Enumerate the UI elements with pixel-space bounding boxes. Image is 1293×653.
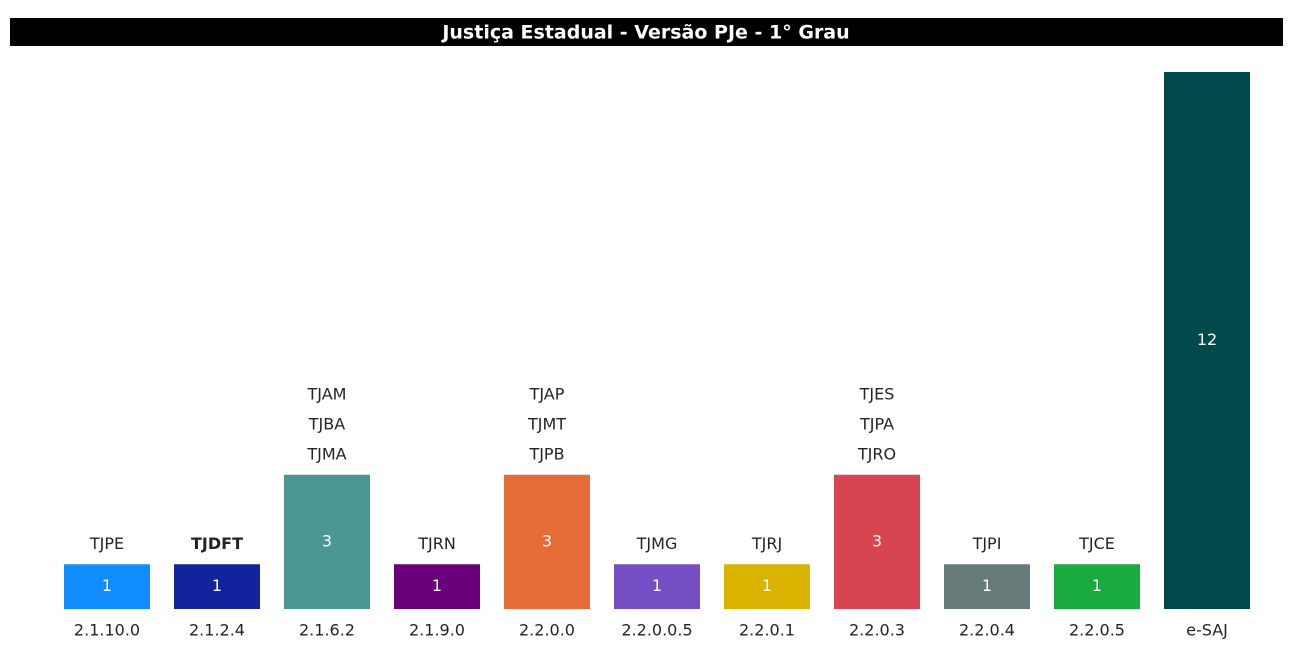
value-label: 1 xyxy=(432,576,442,595)
bar xyxy=(174,564,260,609)
value-label: 1 xyxy=(1092,576,1102,595)
annotation: TJMA xyxy=(306,444,346,463)
x-tick-label: 2.2.0.0 xyxy=(519,621,575,640)
x-tick-label: 2.2.0.1 xyxy=(739,621,795,640)
annotation: TJPA xyxy=(859,414,894,433)
value-label: 3 xyxy=(542,531,552,550)
value-label: 3 xyxy=(872,531,882,550)
annotation: TJRJ xyxy=(751,534,782,553)
annotation: TJMT xyxy=(527,414,566,433)
annotation: TJRO xyxy=(857,444,896,463)
annotation: TJAM xyxy=(307,384,347,403)
value-label: 1 xyxy=(102,576,112,595)
bar xyxy=(284,474,370,609)
annotation: TJES xyxy=(859,384,895,403)
annotation: TJDFT xyxy=(191,534,243,553)
annotation: TJCE xyxy=(1078,534,1115,553)
annotation: TJPB xyxy=(528,444,564,463)
title-bar xyxy=(10,18,1283,46)
annotation: TJPE xyxy=(89,534,124,553)
x-tick-label: 2.1.2.4 xyxy=(189,621,245,640)
x-tick-label: 2.2.0.4 xyxy=(959,621,1015,640)
annotation: TJBA xyxy=(308,414,345,433)
value-label: 12 xyxy=(1197,330,1217,349)
value-label: 1 xyxy=(762,576,772,595)
x-tick-label: 2.2.0.0.5 xyxy=(621,621,692,640)
bar xyxy=(504,474,590,609)
x-tick-label: 2.1.10.0 xyxy=(74,621,140,640)
value-label: 1 xyxy=(652,576,662,595)
bar xyxy=(834,474,920,609)
x-tick-label: 2.2.0.3 xyxy=(849,621,905,640)
annotation: TJAP xyxy=(529,384,565,403)
x-tick-label: 2.2.0.5 xyxy=(1069,621,1125,640)
bar xyxy=(64,564,150,609)
annotation: TJPI xyxy=(972,534,1002,553)
x-tick-label: 2.1.9.0 xyxy=(409,621,465,640)
x-tick-label: 2.1.6.2 xyxy=(299,621,355,640)
value-label: 3 xyxy=(322,531,332,550)
bar xyxy=(724,564,810,609)
annotation: TJRN xyxy=(417,534,456,553)
bar xyxy=(1054,564,1140,609)
bar xyxy=(614,564,700,609)
bar xyxy=(1164,72,1250,609)
x-tick-label: e-SAJ xyxy=(1186,621,1228,640)
annotation: TJMG xyxy=(636,534,678,553)
value-label: 1 xyxy=(982,576,992,595)
bar xyxy=(394,564,480,609)
bar xyxy=(944,564,1030,609)
chart-title: Justiça Estadual - Versão PJe - 1° Grau xyxy=(440,22,849,44)
value-label: 1 xyxy=(212,576,222,595)
